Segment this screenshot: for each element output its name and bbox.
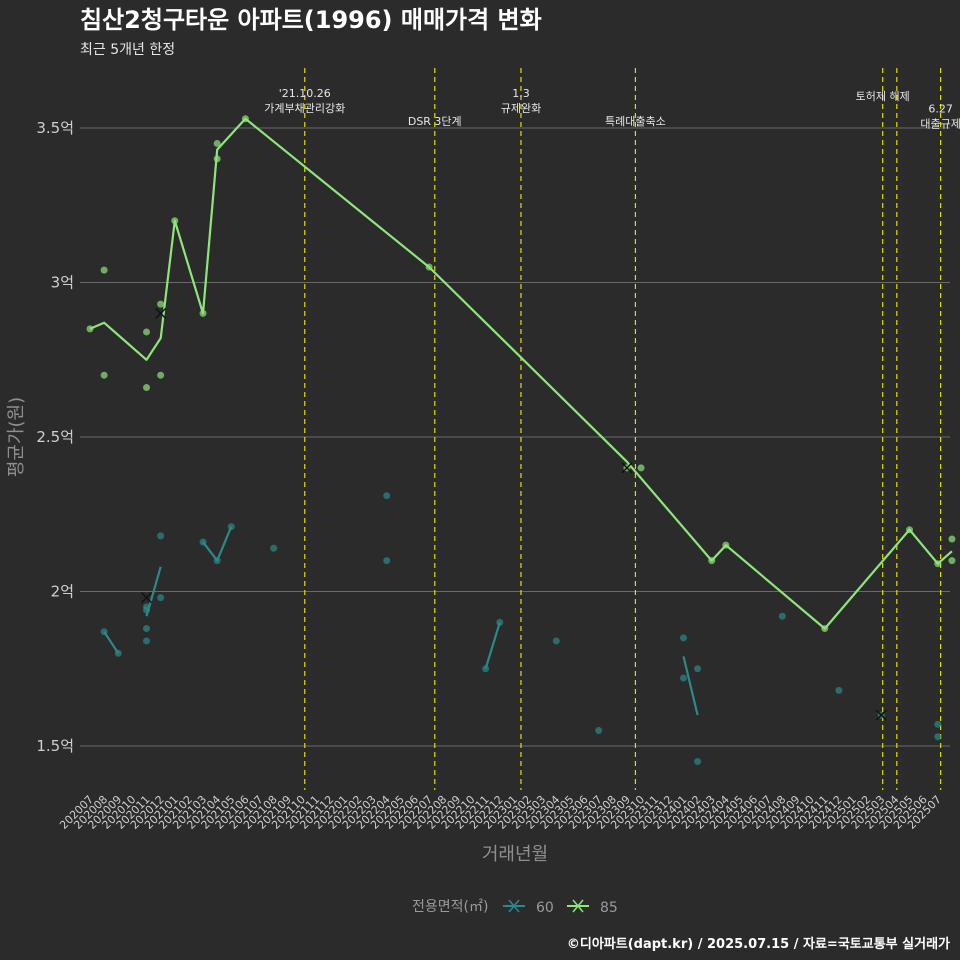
y-tick-label: 2.5억 bbox=[36, 428, 74, 446]
chart-title: 침산2청구타운 아파트(1996) 매매가격 변화 bbox=[80, 6, 542, 34]
x-marker bbox=[155, 307, 167, 319]
data-point bbox=[213, 139, 221, 147]
data-point bbox=[241, 115, 249, 123]
data-point bbox=[143, 328, 151, 336]
event-label: 토허제 해제 bbox=[856, 89, 910, 103]
data-point bbox=[143, 637, 151, 645]
data-point bbox=[948, 557, 956, 565]
event-label: 대출규제 bbox=[920, 118, 960, 131]
x-marker bbox=[875, 709, 887, 721]
data-point bbox=[100, 628, 108, 636]
event-label: 6.27 bbox=[928, 103, 953, 116]
legend-item-60: 60 bbox=[503, 899, 554, 916]
data-point bbox=[383, 557, 391, 565]
data-point bbox=[482, 665, 490, 673]
data-point bbox=[552, 637, 560, 645]
x-marker bbox=[621, 462, 633, 474]
event-label: DSR 3단계 bbox=[408, 115, 462, 128]
data-point bbox=[143, 606, 151, 614]
chart-caption: ©디아파트(dapt.kr) / 2025.07.15 / 자료=국토교통부 실… bbox=[567, 936, 950, 952]
event-label: 1.3 bbox=[512, 87, 530, 100]
data-point bbox=[86, 325, 94, 333]
data-point bbox=[199, 309, 207, 317]
data-point bbox=[157, 532, 165, 540]
y-axis-label: 평균가(원) bbox=[6, 397, 27, 477]
data-point bbox=[227, 523, 235, 531]
data-point bbox=[948, 535, 956, 543]
data-point bbox=[595, 727, 603, 735]
data-point bbox=[157, 371, 165, 379]
legend-label: 85 bbox=[600, 900, 618, 916]
data-point bbox=[934, 720, 942, 728]
data-point bbox=[114, 649, 122, 657]
y-tick-label: 1.5억 bbox=[36, 737, 74, 755]
data-point bbox=[821, 625, 829, 633]
data-point bbox=[934, 560, 942, 568]
data-point bbox=[934, 733, 942, 741]
y-tick-label: 3.5억 bbox=[36, 119, 74, 137]
data-point bbox=[637, 464, 645, 472]
data-point bbox=[270, 544, 278, 552]
data-point bbox=[143, 625, 151, 633]
data-point bbox=[213, 155, 221, 163]
data-point bbox=[694, 757, 702, 765]
data-point bbox=[708, 557, 716, 565]
data-point bbox=[694, 665, 702, 673]
legend-item-85: 85 bbox=[567, 899, 618, 916]
data-point bbox=[425, 263, 433, 271]
data-point bbox=[679, 674, 687, 682]
data-point bbox=[906, 526, 914, 534]
data-point bbox=[496, 618, 504, 626]
data-point bbox=[199, 538, 207, 546]
data-point bbox=[100, 371, 108, 379]
series-line-85 bbox=[89, 117, 953, 630]
chart-subtitle: 최근 5개년 한정 bbox=[80, 42, 175, 58]
data-point bbox=[143, 384, 151, 392]
data-point bbox=[100, 266, 108, 274]
x-axis-label: 거래년월 bbox=[482, 844, 548, 865]
data-point bbox=[778, 612, 786, 620]
event-label: 규제완화 bbox=[501, 102, 541, 115]
data-point bbox=[722, 541, 730, 549]
y-tick-label: 3억 bbox=[51, 274, 74, 292]
data-point bbox=[171, 217, 179, 225]
y-tick-label: 2억 bbox=[51, 583, 74, 601]
data-point bbox=[157, 594, 165, 602]
x-marker bbox=[141, 592, 153, 604]
legend-title: 전용면적(㎡) bbox=[412, 899, 488, 915]
data-point bbox=[157, 300, 165, 308]
event-label: '21.10.26 bbox=[279, 87, 331, 100]
data-point bbox=[835, 686, 843, 694]
data-point bbox=[679, 634, 687, 642]
legend-label: 60 bbox=[536, 900, 554, 916]
event-label: 특례대출축소 bbox=[605, 115, 666, 128]
legend: 전용면적(㎡) 60 85 bbox=[412, 899, 618, 916]
data-point bbox=[213, 557, 221, 565]
plot-area: 1.5억2억2.5억3억3.5억202007202008202009202010… bbox=[36, 68, 960, 832]
event-label: 가계부채관리강화 bbox=[264, 102, 345, 115]
data-point bbox=[383, 492, 391, 500]
